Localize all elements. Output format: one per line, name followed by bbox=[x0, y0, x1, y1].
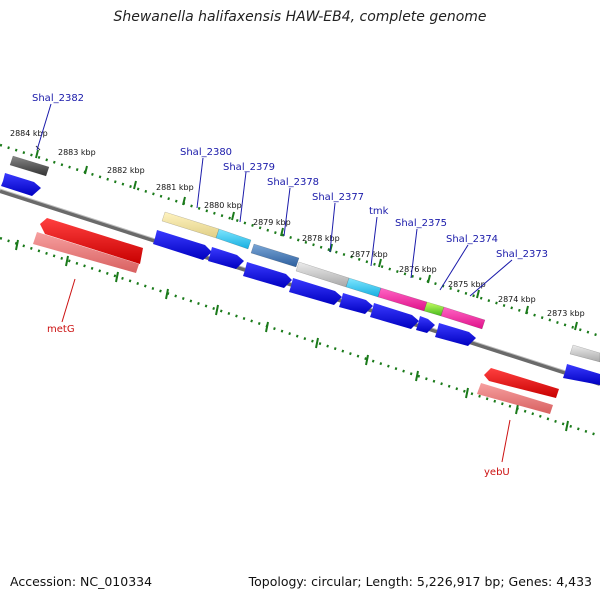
tick-label: 2883 kbp bbox=[58, 148, 96, 157]
outer-dotted-track bbox=[0, 143, 600, 338]
gene-label-shal-2377[interactable]: Shal_2377 bbox=[312, 192, 364, 203]
gene-label-yebu[interactable]: yebU bbox=[484, 467, 510, 478]
gene-shal-2380-cog-bar[interactable] bbox=[161, 211, 220, 239]
cds-arrow[interactable] bbox=[370, 303, 419, 329]
tick-labels: 2884 kbp 2883 kbp 2882 kbp 2881 kbp 2880… bbox=[10, 129, 585, 318]
reverse-gene-labels: metG yebU bbox=[47, 278, 511, 478]
cds-arrow[interactable] bbox=[243, 262, 292, 288]
cds-arrow[interactable] bbox=[339, 293, 373, 314]
tick-label: 2875 kbp bbox=[448, 280, 486, 289]
tick-label: 2878 kbp bbox=[302, 234, 340, 243]
gene-tmk-cog-bar[interactable] bbox=[345, 277, 382, 298]
gene-metg-arrow[interactable] bbox=[40, 218, 143, 264]
gene-label-tmk[interactable]: tmk bbox=[369, 206, 389, 217]
tick-label: 2877 kbp bbox=[350, 250, 388, 259]
gene-shal-2379-cog-bar[interactable] bbox=[215, 228, 252, 250]
gene-offscreen-cog-bar[interactable] bbox=[569, 344, 600, 363]
gene-yebu-cog-bar[interactable] bbox=[477, 383, 553, 414]
gene-label-shal-2380[interactable]: Shal_2380 bbox=[180, 147, 232, 158]
tick-label: 2876 kbp bbox=[399, 265, 437, 274]
forward-gene-labels: Shal_2382 Shal_2380 Shal_2379 Shal_2378 … bbox=[32, 93, 548, 297]
tick-label: 2884 kbp bbox=[10, 129, 48, 138]
gene-label-metg[interactable]: metG bbox=[47, 324, 75, 335]
genome-summary-text: Topology: circular; Length: 5,226,917 bp… bbox=[248, 574, 592, 589]
cds-arrow[interactable] bbox=[563, 364, 600, 385]
cds-arrow[interactable] bbox=[435, 323, 476, 346]
gene-label-shal-2378[interactable]: Shal_2378 bbox=[267, 177, 319, 188]
accession-text: Accession: NC_010334 bbox=[10, 574, 153, 589]
cds-arrow[interactable] bbox=[153, 230, 212, 260]
gene-label-shal-2373[interactable]: Shal_2373 bbox=[496, 249, 548, 260]
gene-label-shal-2375[interactable]: Shal_2375 bbox=[395, 218, 447, 229]
forward-cds-track bbox=[1, 173, 600, 385]
cds-arrow[interactable] bbox=[416, 316, 435, 333]
map-title: Shewanella halifaxensis HAW-EB4, complet… bbox=[113, 9, 487, 25]
cds-arrow[interactable] bbox=[208, 247, 244, 269]
cds-arrow[interactable] bbox=[1, 173, 41, 196]
gene-label-shal-2382[interactable]: Shal_2382 bbox=[32, 93, 84, 104]
tick-label: 2874 kbp bbox=[498, 295, 536, 304]
inner-track-ticks bbox=[15, 239, 569, 432]
tick-label: 2881 kbp bbox=[156, 183, 194, 192]
gene-label-shal-2379[interactable]: Shal_2379 bbox=[223, 162, 275, 173]
tick-label: 2882 kbp bbox=[107, 166, 145, 175]
gene-metg-cog-bar[interactable] bbox=[33, 232, 139, 273]
outer-track-ticks bbox=[35, 149, 578, 331]
tick-label: 2879 kbp bbox=[253, 218, 291, 227]
gene-shal-2378-cog-bar[interactable] bbox=[250, 243, 300, 268]
tick-label: 2880 kbp bbox=[204, 201, 242, 210]
gene-yebu-arrow[interactable] bbox=[484, 368, 559, 398]
inner-dotted-track bbox=[0, 236, 600, 438]
gene-shal-2382-cog-bar[interactable] bbox=[9, 155, 50, 177]
tick-label: 2873 kbp bbox=[547, 309, 585, 318]
gene-label-shal-2374[interactable]: Shal_2374 bbox=[446, 234, 498, 245]
forward-cog-track bbox=[9, 155, 600, 363]
reverse-gene-track bbox=[33, 218, 559, 414]
gene-shal-2373-cog-bar[interactable] bbox=[440, 306, 486, 330]
gene-shal-2374-cog-bar[interactable] bbox=[423, 301, 445, 317]
cds-arrow[interactable] bbox=[289, 278, 342, 305]
